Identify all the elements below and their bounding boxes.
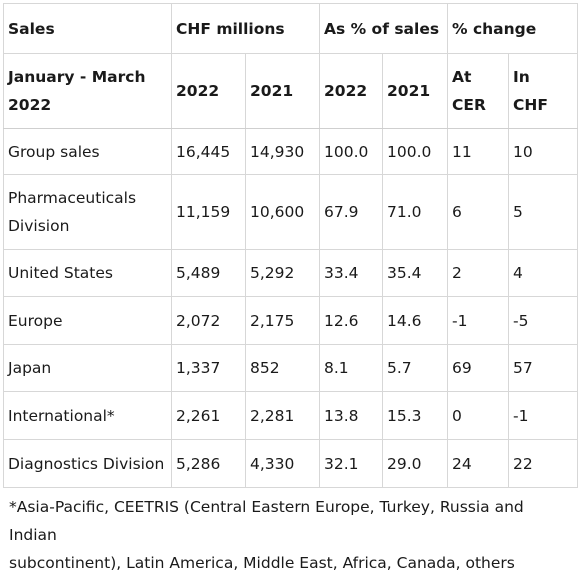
cell-chf-2022: 16,445 bbox=[171, 128, 246, 175]
cell-in-chf: 57 bbox=[508, 344, 579, 392]
table-row: United States 5,489 5,292 33.4 35.4 2 4 bbox=[3, 249, 579, 297]
row-label: Japan bbox=[3, 344, 172, 392]
header-sales: Sales bbox=[3, 3, 172, 54]
cell-at-cer: 24 bbox=[447, 439, 510, 488]
cell-at-cer: 11 bbox=[447, 128, 510, 175]
cell-chf-2021: 10,600 bbox=[245, 174, 320, 250]
cell-chf-2022: 2,072 bbox=[171, 296, 246, 345]
cell-chf-2022: 1,337 bbox=[171, 344, 246, 392]
sales-table: Sales CHF millions As % of sales % chang… bbox=[3, 3, 579, 488]
header-pct-change: % change bbox=[447, 3, 579, 54]
row-label: International* bbox=[3, 391, 172, 440]
cell-in-chf: -5 bbox=[508, 296, 579, 345]
cell-chf-2022: 5,286 bbox=[171, 439, 246, 488]
cell-pct-2021: 35.4 bbox=[381, 249, 449, 297]
header-at-cer: At CER bbox=[447, 53, 510, 129]
cell-pct-2021: 29.0 bbox=[381, 439, 449, 488]
header-in-chf-line1: In bbox=[513, 68, 530, 86]
cell-pct-2022: 32.1 bbox=[319, 439, 383, 488]
cell-pct-2021: 100.0 bbox=[381, 128, 449, 175]
cell-in-chf: 4 bbox=[508, 249, 579, 297]
cell-pct-2022: 100.0 bbox=[319, 128, 383, 175]
row-label: Europe bbox=[3, 296, 172, 345]
cell-at-cer: 2 bbox=[447, 249, 510, 297]
cell-at-cer: 69 bbox=[447, 344, 510, 392]
header-at-cer-line2: CER bbox=[452, 96, 486, 114]
header-period-line2: 2022 bbox=[8, 96, 52, 114]
cell-chf-2021: 2,281 bbox=[245, 391, 320, 440]
cell-chf-2021: 5,292 bbox=[245, 249, 320, 297]
cell-pct-2021: 71.0 bbox=[381, 174, 449, 250]
cell-at-cer: 6 bbox=[447, 174, 510, 250]
table-row: Group sales 16,445 14,930 100.0 100.0 11… bbox=[3, 128, 579, 175]
footnote-line1: *Asia-Pacific, CEETRIS (Central Eastern … bbox=[9, 498, 524, 544]
row-label: Pharmaceuticals Division bbox=[3, 174, 172, 250]
cell-in-chf: -1 bbox=[508, 391, 579, 440]
cell-at-cer: -1 bbox=[447, 296, 510, 345]
header-chf-2021: 2021 bbox=[245, 53, 320, 129]
cell-chf-2021: 4,330 bbox=[245, 439, 320, 488]
cell-pct-2022: 8.1 bbox=[319, 344, 383, 392]
table-row: Japan 1,337 852 8.1 5.7 69 57 bbox=[3, 344, 579, 392]
header-period: January - March 2022 bbox=[3, 53, 172, 129]
header-pct-of-sales: As % of sales bbox=[318, 3, 449, 54]
cell-pct-2021: 15.3 bbox=[381, 391, 449, 440]
cell-at-cer: 0 bbox=[447, 391, 510, 440]
cell-pct-2021: 14.6 bbox=[381, 296, 449, 345]
row-label: Group sales bbox=[3, 128, 172, 175]
cell-chf-2021: 14,930 bbox=[245, 128, 320, 175]
table-row: International* 2,261 2,281 13.8 15.3 0 -… bbox=[3, 391, 579, 440]
table-row: Europe 2,072 2,175 12.6 14.6 -1 -5 bbox=[3, 296, 579, 345]
cell-chf-2022: 5,489 bbox=[171, 249, 246, 297]
cell-pct-2022: 13.8 bbox=[319, 391, 383, 440]
header-chf-millions: CHF millions bbox=[171, 3, 320, 54]
header-period-line1: January - March bbox=[8, 68, 146, 86]
table-row: Diagnostics Division 5,286 4,330 32.1 29… bbox=[3, 439, 579, 488]
row-label: United States bbox=[3, 249, 172, 297]
header-chf-2022: 2022 bbox=[171, 53, 246, 129]
row-label: Diagnostics Division bbox=[3, 439, 172, 488]
cell-pct-2022: 33.4 bbox=[319, 249, 383, 297]
cell-pct-2022: 67.9 bbox=[319, 174, 383, 250]
header-at-cer-line1: At bbox=[452, 68, 472, 86]
header-row-1: Sales CHF millions As % of sales % chang… bbox=[3, 3, 579, 54]
cell-in-chf: 5 bbox=[508, 174, 579, 250]
header-in-chf-line2: CHF bbox=[513, 96, 548, 114]
cell-chf-2021: 2,175 bbox=[245, 296, 320, 345]
row-label-line2: Division bbox=[8, 217, 70, 235]
header-row-2: January - March 2022 2022 2021 2022 2021 … bbox=[3, 53, 579, 129]
header-pct-2022: 2022 bbox=[319, 53, 383, 129]
header-in-chf: In CHF bbox=[508, 53, 579, 129]
cell-chf-2022: 2,261 bbox=[171, 391, 246, 440]
table-row: Pharmaceuticals Division 11,159 10,600 67… bbox=[3, 174, 579, 250]
cell-in-chf: 22 bbox=[508, 439, 579, 488]
footnote-line2: subcontinent), Latin America, Middle Eas… bbox=[9, 554, 515, 572]
cell-chf-2021: 852 bbox=[245, 344, 320, 392]
footnote: *Asia-Pacific, CEETRIS (Central Eastern … bbox=[3, 489, 573, 581]
cell-pct-2022: 12.6 bbox=[319, 296, 383, 345]
cell-in-chf: 10 bbox=[508, 128, 579, 175]
cell-pct-2021: 5.7 bbox=[381, 344, 449, 392]
row-label-line1: Pharmaceuticals bbox=[8, 189, 137, 207]
cell-chf-2022: 11,159 bbox=[171, 174, 246, 250]
header-pct-2021: 2021 bbox=[381, 53, 449, 129]
